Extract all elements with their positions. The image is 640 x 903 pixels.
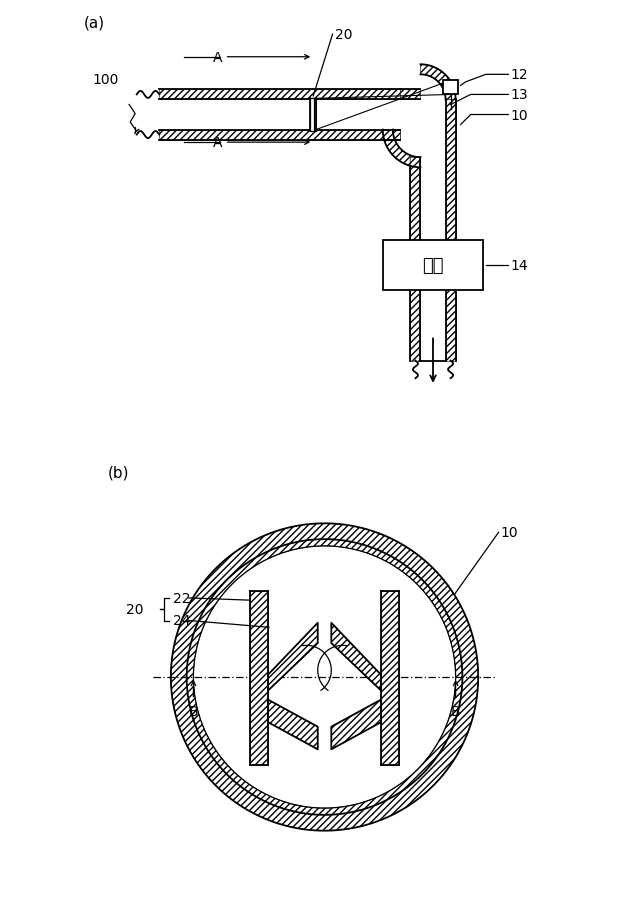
Text: 13: 13	[511, 88, 529, 102]
Text: 24: 24	[173, 614, 191, 628]
Text: B: B	[451, 704, 460, 718]
Text: A: A	[212, 136, 222, 150]
Polygon shape	[332, 700, 381, 749]
Bar	[443, 81, 458, 96]
Text: 20: 20	[126, 602, 144, 617]
Text: 10: 10	[511, 108, 529, 123]
Text: 100: 100	[93, 73, 119, 88]
Text: 12: 12	[511, 69, 529, 82]
Text: 14: 14	[511, 259, 529, 273]
Text: B: B	[189, 704, 198, 718]
Text: A: A	[212, 51, 222, 65]
Wedge shape	[420, 65, 456, 100]
Polygon shape	[332, 623, 381, 691]
Polygon shape	[268, 623, 317, 691]
Polygon shape	[268, 700, 317, 749]
Text: 10: 10	[501, 526, 518, 540]
Wedge shape	[383, 130, 420, 168]
Text: (a): (a)	[84, 15, 105, 30]
Text: 22: 22	[173, 591, 191, 605]
Wedge shape	[171, 524, 478, 831]
Text: 触媒: 触媒	[422, 256, 444, 275]
Bar	[383, 241, 483, 291]
Text: (b): (b)	[108, 465, 129, 480]
Text: 20: 20	[335, 28, 353, 42]
